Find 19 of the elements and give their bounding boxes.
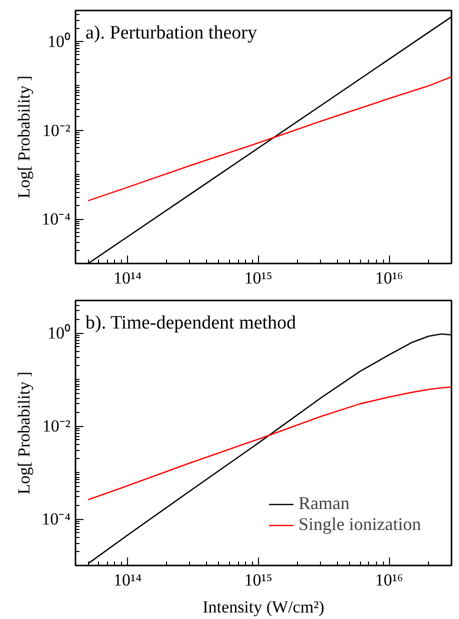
x-tick-label: 10¹⁴ [114, 570, 142, 590]
y-tick-label: 10⁻⁴ [42, 510, 71, 528]
y-axis-title: Log[ Probability ] [14, 76, 34, 198]
x-tick-label: 10¹⁵ [244, 570, 272, 590]
y-axis-title: Log[ Probability ] [14, 372, 34, 494]
legend-label: Single ionization [298, 514, 421, 535]
x-tick-label: 10¹⁵ [244, 268, 272, 288]
x-tick-label: 10¹⁴ [114, 268, 142, 288]
legend-label: Raman [298, 493, 350, 514]
text: a). Perturbation theory [86, 22, 258, 44]
y-tick-label: 10⁻² [42, 416, 71, 436]
y-tick-label: 10⁰ [48, 32, 70, 52]
x-tick-label: 10¹⁶ [375, 268, 404, 288]
y-tick-label: 10⁰ [48, 324, 70, 342]
y-tick-label: 10⁻⁴ [42, 210, 71, 229]
x-tick-label: 10¹⁶ [375, 570, 404, 590]
y-tick-label: 10⁻² [42, 120, 71, 140]
x-axis-title: Intensity (W/cm²) [202, 598, 324, 616]
text: b). Time-dependent method [86, 312, 297, 334]
